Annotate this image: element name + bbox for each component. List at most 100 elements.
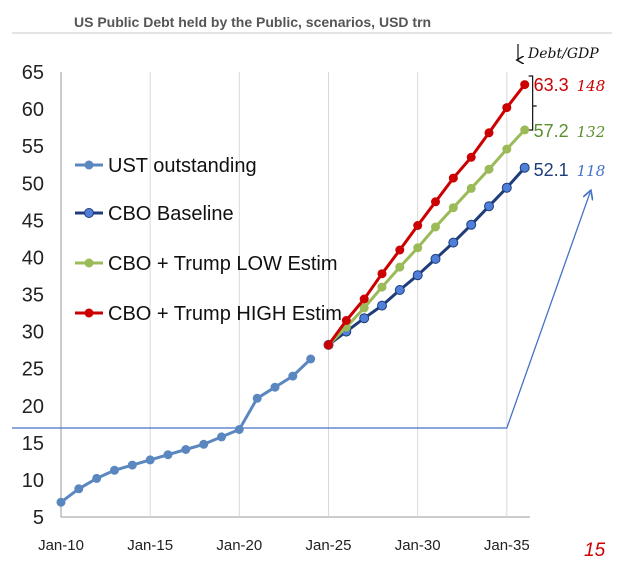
data-point-cbo-trump-low-estim-2029 [395,262,405,272]
y-tick-label-10: 10 [22,470,44,492]
data-point-ust-outstanding-2013 [110,465,119,475]
data-point-cbo-trump-low-estim-2032 [448,203,458,213]
data-point-cbo-trump-high-estim-2031 [431,197,440,207]
data-point-cbo-baseline-2033 [466,219,477,230]
data-point-ust-outstanding-2021 [252,393,262,403]
debt-gdp-cbo-baseline: 118 [577,162,606,180]
data-point-ust-outstanding-2022 [270,382,280,392]
data-point-ust-outstanding-2020 [234,425,244,434]
x-tick-label-jan-30: Jan-30 [395,537,441,554]
legend-label-trump-low: CBO + Trump LOW Estim [108,253,337,275]
end-value-cbo-trump-high-estim: 63.3 [534,75,569,95]
data-point-cbo-trump-high-estim-2025 [324,340,333,350]
y-tick-label-15: 15 [22,433,44,455]
x-tick-label-jan-20: Jan-20 [216,537,262,554]
data-point-ust-outstanding-2012 [92,473,102,483]
data-point-ust-outstanding-2011 [74,484,84,494]
legend-marker-trump-high [84,308,94,318]
data-point-cbo-trump-low-estim-2027 [359,303,369,313]
legend-marker-cbo-baseline [84,208,94,218]
series-line-cbo-trump-low-estim [327,128,526,346]
data-point-cbo-trump-high-estim-2033 [466,152,476,162]
data-point-ust-outstanding-2016 [163,450,173,460]
x-tick-label-jan-15: Jan-15 [127,537,173,554]
legend-label-trump-high: CBO + Trump HIGH Estim [108,303,342,325]
data-point-cbo-trump-high-estim-2035 [502,103,512,113]
data-point-ust-outstanding-2017 [181,445,191,454]
data-point-cbo-baseline-2034 [484,201,494,212]
debt-gdp-header: Debt/GDP [527,46,599,62]
grid-layer [149,72,508,517]
data-point-cbo-trump-high-estim-2034 [484,128,494,138]
y-tick-label-35: 35 [22,285,44,307]
legend-item-trump-low: CBO + Trump LOW Estim [75,253,337,275]
y-tick-label-40: 40 [22,247,44,269]
data-point-cbo-trump-high-estim-2028 [377,269,387,279]
data-point-cbo-baseline-2027 [359,313,370,324]
y-tick-label-5: 5 [33,507,44,529]
reference-arrow [12,193,590,429]
data-point-ust-outstanding-2010 [56,497,66,507]
data-point-cbo-baseline-2029 [394,285,405,295]
data-point-ust-outstanding-2015 [145,455,155,465]
legend: UST outstanding CBO Baseline CBO + Trump… [75,155,342,325]
x-tick-label-jan-25: Jan-25 [306,537,352,554]
legend-label-cbo-baseline: CBO Baseline [108,203,234,225]
series-layer [56,80,530,507]
debt-gdp-cbo-trump-high-estim: 148 [577,77,606,95]
data-point-cbo-trump-low-estim-2033 [466,183,476,193]
data-point-cbo-baseline-2031 [430,253,441,264]
legend-label-ust-outstanding: UST outstanding [108,155,257,177]
data-point-cbo-trump-high-estim-2030 [413,221,423,230]
data-point-cbo-baseline-2032 [448,237,459,248]
data-point-cbo-trump-low-estim-2031 [431,222,440,232]
legend-item-trump-high: CBO + Trump HIGH Estim [75,303,342,325]
debt-gdp-cbo-trump-low-estim: 132 [577,123,606,141]
data-point-ust-outstanding-2023 [288,371,298,381]
x-tick-labels: Jan-10 Jan-15 Jan-20 Jan-25 Jan-30 Jan-35 [38,537,530,554]
data-point-cbo-trump-low-estim-2028 [377,282,387,292]
series-line-cbo-baseline [327,166,526,347]
data-point-cbo-trump-low-estim-2036 [520,125,530,135]
data-point-cbo-trump-low-estim-2035 [502,144,512,154]
high-low-bracket [528,75,537,131]
data-point-ust-outstanding-2014 [127,460,137,470]
data-point-cbo-trump-high-estim-2026 [341,316,351,325]
x-tick-label-jan-10: Jan-10 [38,537,84,554]
y-tick-label-25: 25 [22,359,44,381]
annotation-layer: Debt/GDP [12,44,599,429]
data-point-ust-outstanding-2019 [217,432,226,442]
y-tick-label-45: 45 [22,210,44,232]
x-tick-label-jan-35: Jan-35 [484,537,530,554]
legend-item-cbo-baseline: CBO Baseline [75,203,234,225]
data-point-ust-outstanding-2024 [306,354,316,364]
data-point-cbo-baseline-2036 [519,162,530,173]
y-tick-label-50: 50 [22,173,44,195]
end-label-layer: 63.3 148 57.2 132 52.1 118 [534,75,606,180]
data-point-cbo-trump-low-estim-2034 [484,164,494,174]
end-value-cbo-trump-low-estim: 57.2 [534,121,569,141]
chart-title: US Public Debt held by the Public, scena… [74,14,431,30]
data-point-cbo-baseline-2030 [412,270,423,281]
data-point-cbo-trump-high-estim-2036 [520,80,530,90]
data-point-cbo-trump-low-estim-2030 [413,243,423,253]
legend-item-ust-outstanding: UST outstanding [75,155,257,177]
data-point-cbo-trump-high-estim-2027 [359,294,369,304]
legend-marker-ust-outstanding [84,160,94,170]
y-tick-labels: 5 10 15 20 25 30 35 40 45 50 55 60 65 [22,62,44,529]
series-line-cbo-trump-high-estim [327,83,526,346]
data-point-cbo-trump-high-estim-2029 [395,245,405,255]
data-point-ust-outstanding-2018 [199,439,209,449]
y-tick-label-60: 60 [22,99,44,121]
y-tick-label-30: 30 [22,322,44,344]
y-tick-label-65: 65 [22,62,44,84]
legend-marker-trump-low [84,258,94,268]
data-point-cbo-baseline-2035 [501,182,512,193]
y-tick-label-55: 55 [22,136,44,158]
end-value-cbo-baseline: 52.1 [534,160,569,180]
data-point-cbo-baseline-2028 [377,300,387,311]
page-number: 15 [584,540,606,561]
y-tick-label-20: 20 [22,396,44,418]
data-point-cbo-trump-high-estim-2032 [448,173,458,183]
